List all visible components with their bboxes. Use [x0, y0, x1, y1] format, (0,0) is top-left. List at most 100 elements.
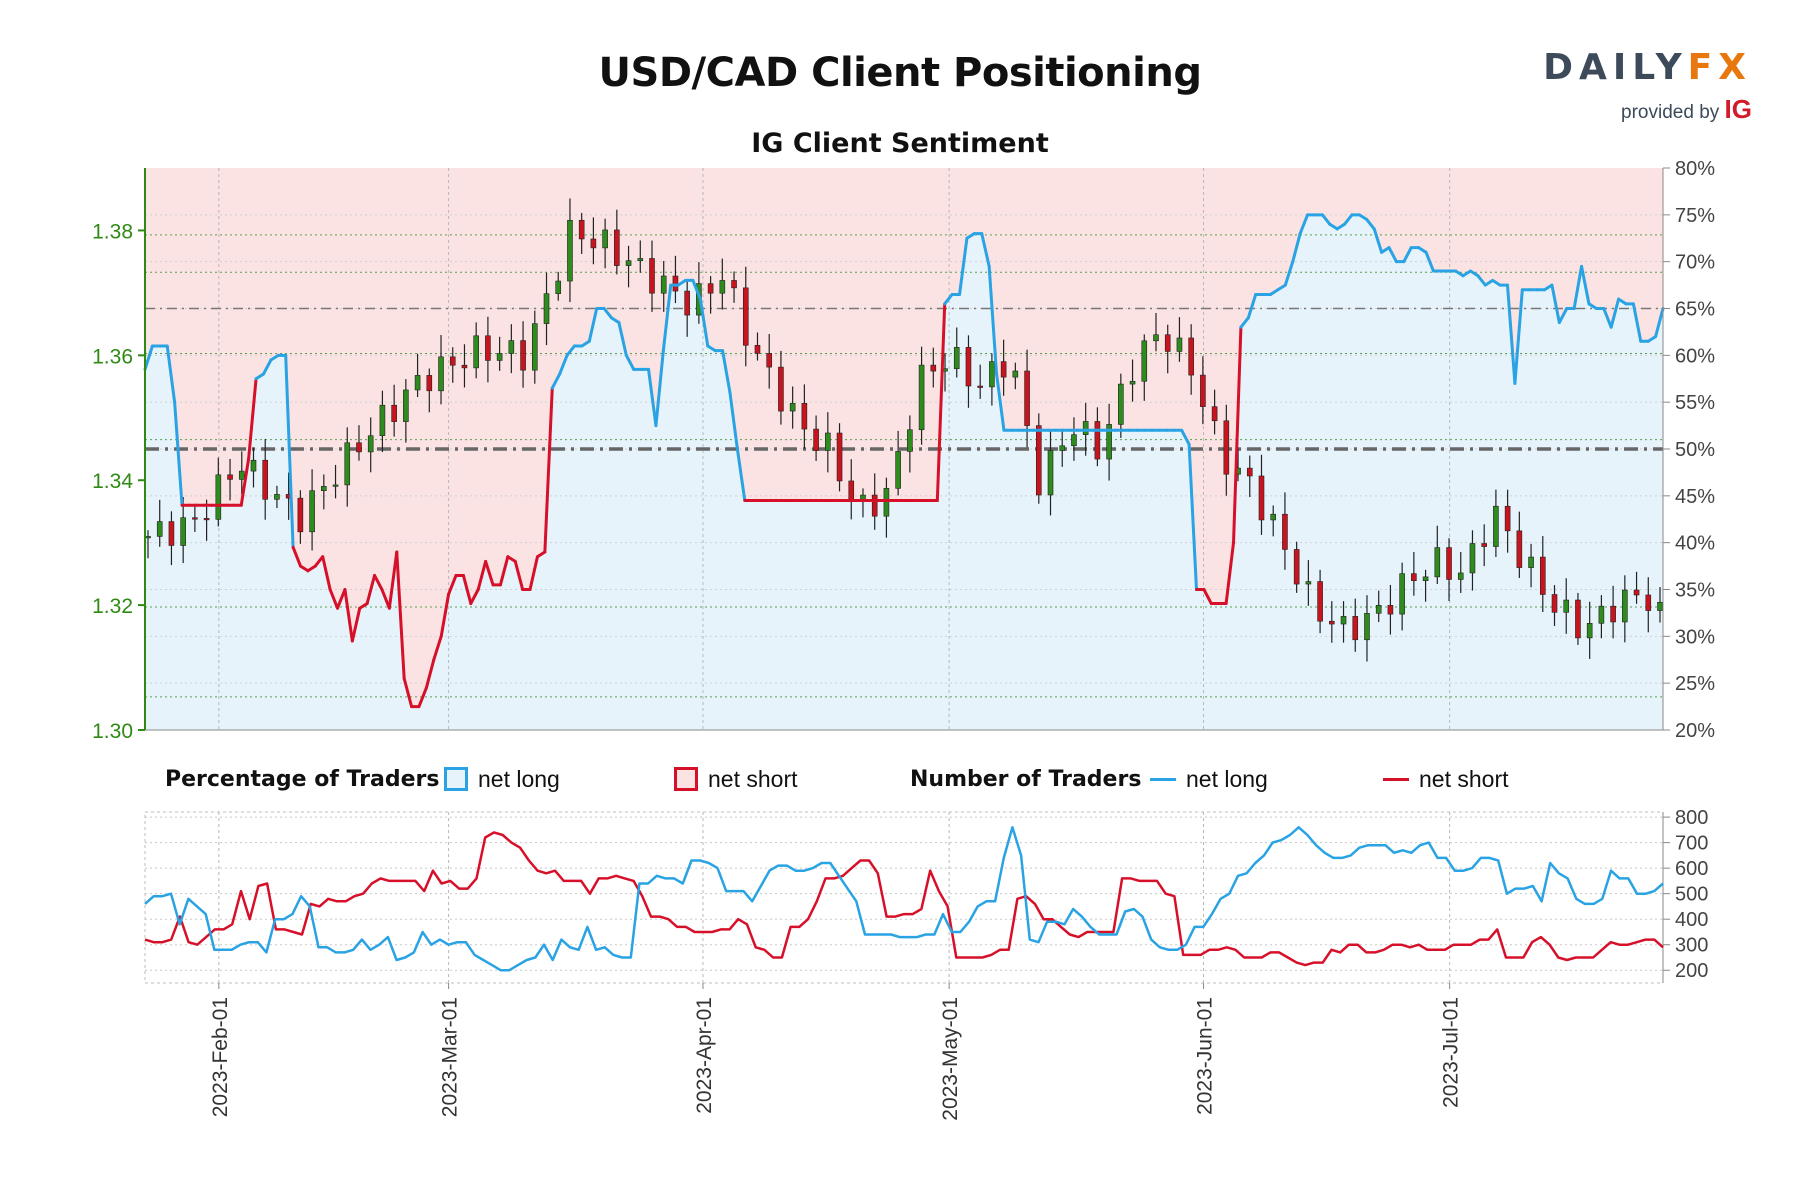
candle-body	[1352, 616, 1359, 641]
net-short-pct-segment	[424, 658, 436, 690]
x-tick-label: 2023-May-01	[939, 997, 962, 1121]
net-long-pct-segment	[284, 353, 295, 549]
candle-body	[1446, 547, 1452, 580]
sentiment-tick-label: 50%	[1675, 439, 1715, 461]
candle-body	[192, 517, 198, 520]
count-tick-label: 600	[1675, 858, 1708, 880]
candle-body	[930, 364, 937, 372]
candle-body	[1282, 513, 1288, 550]
candle-body	[1329, 620, 1335, 625]
net-short-pct-segment	[387, 550, 399, 610]
candle-body	[649, 258, 655, 294]
net-long-pct-segment	[661, 283, 673, 353]
count-tick-label: 500	[1675, 884, 1708, 906]
candle-body	[461, 364, 468, 369]
sentiment-tick-label: 40%	[1675, 533, 1715, 555]
sentiment-tick-label: 45%	[1675, 486, 1715, 508]
candle-body	[1211, 406, 1218, 422]
net-long-pct-segment	[980, 232, 991, 268]
candle-body	[356, 442, 362, 453]
candle-body	[1387, 605, 1394, 615]
net-long-pct-segment	[1513, 288, 1524, 385]
x-tick-label: 2023-Jul-01	[1440, 997, 1463, 1108]
net-short-traders-line	[144, 831, 1664, 967]
net-short-area	[145, 168, 1663, 707]
candle-body	[496, 353, 503, 361]
sentiment-tick-label: 35%	[1675, 580, 1715, 602]
candle-body	[1399, 573, 1405, 615]
net-long-pct-segment	[1320, 213, 1332, 226]
net-long-pct-segment	[1180, 428, 1191, 446]
candle-body	[1586, 622, 1593, 639]
legend-pct-net-long: net long	[444, 764, 560, 794]
candle-body	[1071, 434, 1077, 447]
candle-body	[250, 459, 257, 472]
candle-body	[1411, 573, 1417, 581]
lower-panel-frame	[144, 811, 1664, 984]
candle-body	[660, 275, 667, 294]
candle-body	[1504, 505, 1511, 532]
net-long-pct-segment	[1476, 274, 1487, 287]
candle-body	[1035, 425, 1042, 496]
sentiment-tick-label: 70%	[1675, 252, 1715, 274]
candle-body	[1246, 467, 1253, 477]
candle-body	[321, 485, 327, 491]
x-tick-label: 2023-Apr-01	[693, 997, 716, 1114]
sentiment-tick-label: 55%	[1675, 392, 1715, 414]
net-short-pct-segment	[1224, 541, 1236, 606]
candle-body	[766, 353, 773, 368]
candle-body	[1469, 543, 1476, 574]
price-tick-label: 1.32	[92, 595, 133, 618]
candle-body	[953, 347, 960, 370]
net-long-pct-segment	[143, 344, 154, 371]
candle-body	[895, 451, 901, 489]
net-long-pct-segment	[173, 400, 184, 507]
candle-body	[1364, 613, 1370, 641]
net-short-pct-segment	[239, 456, 251, 507]
candle-body	[813, 428, 819, 451]
candle-body	[567, 219, 573, 282]
net-long-pct-segment	[691, 278, 702, 301]
net-short-pct-segment	[365, 573, 377, 606]
sentiment-tick-label: 80%	[1675, 158, 1715, 180]
candle-body	[426, 375, 433, 392]
candle-body	[1422, 576, 1429, 581]
net-long-pct-segment	[1246, 292, 1258, 320]
legend-number-header: Number of Traders	[910, 766, 1142, 792]
candle-body	[1270, 513, 1277, 521]
candle-body	[637, 258, 644, 261]
net-short-pct-segment	[469, 588, 480, 606]
sentiment-tick-label: 30%	[1675, 626, 1715, 648]
net-short-pct-segment	[432, 634, 443, 662]
candle-body	[1528, 556, 1534, 568]
sentiment-tick-label: 75%	[1675, 205, 1715, 227]
candle-body	[1575, 599, 1581, 639]
x-tick-label: 2023-Mar-01	[439, 997, 462, 1117]
net-short-pct-segment	[402, 676, 414, 709]
net-short-pct-segment	[476, 559, 488, 591]
net-long-pct-segment	[647, 367, 658, 428]
candle-body	[719, 280, 726, 294]
candle-body	[1317, 581, 1323, 622]
candle-body	[1118, 383, 1124, 425]
net-long-pct-segment	[624, 353, 636, 371]
candle-body	[731, 280, 737, 289]
net-short-pct-segment	[1232, 325, 1243, 545]
legend-num-net-long: net long	[1150, 764, 1268, 794]
net-long-pct-segment	[1387, 246, 1398, 264]
net-long-pct-segment	[721, 349, 732, 395]
sentiment-line	[143, 213, 1665, 709]
net-long-pct-segment	[1631, 302, 1643, 343]
net-short-pct-segment	[395, 550, 406, 680]
candle-body	[1106, 424, 1112, 460]
net-long-pct-segment	[958, 236, 969, 296]
net-long-pct-segment	[1609, 297, 1621, 329]
candle-body	[145, 536, 151, 539]
candle-body	[1141, 340, 1148, 382]
candle-body	[1539, 556, 1546, 595]
net-long-pct-segment	[1505, 283, 1517, 385]
candle-body	[1457, 572, 1464, 580]
dailyfx-wordmark: DAILYFX	[1543, 47, 1752, 88]
net-long-area	[145, 214, 1663, 731]
